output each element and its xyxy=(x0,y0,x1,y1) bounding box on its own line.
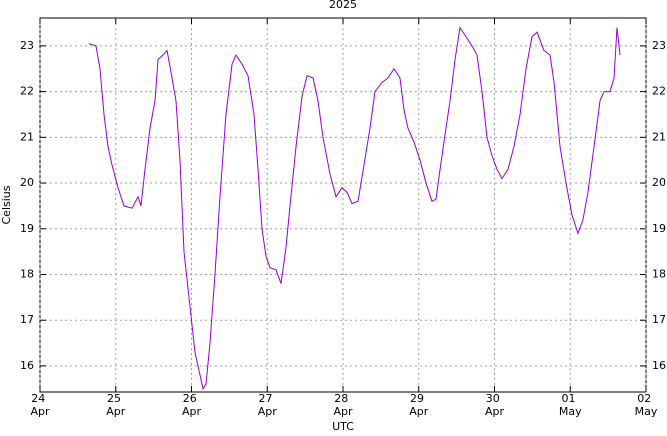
y-tick-label: 18 xyxy=(652,267,666,280)
y-tick-label: 20 xyxy=(20,176,34,189)
y-tick-label: 23 xyxy=(20,39,34,52)
x-tick-label-line: Apr xyxy=(106,405,126,418)
x-tick-label-line: 02 xyxy=(637,392,655,405)
x-axis-label: UTC xyxy=(332,420,354,432)
x-tick-label: 30 Apr xyxy=(485,392,505,418)
y-tick-label: 21 xyxy=(652,130,666,143)
x-tick-label: 26 Apr xyxy=(182,392,202,418)
data-line xyxy=(88,26,621,391)
y-axis-label: Celsius xyxy=(0,185,13,224)
x-tick-label-line: 28 xyxy=(334,392,352,405)
y-tick-label: 19 xyxy=(652,222,666,235)
x-tick-label: 02 May xyxy=(635,392,658,418)
x-tick-label-line: May xyxy=(559,405,582,418)
x-tick-label-line: 30 xyxy=(486,392,504,405)
x-tick-label: 25 Apr xyxy=(106,392,126,418)
x-tick-label: 28 Apr xyxy=(333,392,353,418)
x-tick-label-line: May xyxy=(635,405,658,418)
x-tick-label-line: Apr xyxy=(409,405,429,418)
x-tick-label-line: 01 xyxy=(562,392,580,405)
x-tick-label-line: 25 xyxy=(107,392,125,405)
x-tick-label-line: Apr xyxy=(333,405,353,418)
x-tick-label: 27 Apr xyxy=(258,392,278,418)
x-tick-label: 24 Apr xyxy=(30,392,50,418)
x-tick-label-line: Apr xyxy=(485,405,505,418)
x-tick-label: 01 May xyxy=(559,392,582,418)
y-tick-label: 19 xyxy=(20,222,34,235)
y-tick-label: 16 xyxy=(20,359,34,372)
y-tick-label: 21 xyxy=(20,130,34,143)
x-tick-label-line: Apr xyxy=(30,405,50,418)
y-tick-label: 20 xyxy=(652,176,666,189)
y-tick-label: 23 xyxy=(652,39,666,52)
x-tick-label-line: 24 xyxy=(31,392,49,405)
x-tick-label-line: 26 xyxy=(183,392,201,405)
x-tick-label-line: 29 xyxy=(410,392,428,405)
y-tick-label: 17 xyxy=(20,313,34,326)
x-tick-label-line: Apr xyxy=(258,405,278,418)
chart-title: 2025 xyxy=(329,0,357,11)
x-tick-label-line: Apr xyxy=(182,405,202,418)
y-tick-label: 22 xyxy=(20,85,34,98)
y-tick-label: 18 xyxy=(20,267,34,280)
x-tick-label: 29 Apr xyxy=(409,392,429,418)
y-tick-label: 22 xyxy=(652,85,666,98)
x-tick-label-line: 27 xyxy=(259,392,277,405)
y-tick-label: 16 xyxy=(652,359,666,372)
y-tick-label: 17 xyxy=(652,313,666,326)
